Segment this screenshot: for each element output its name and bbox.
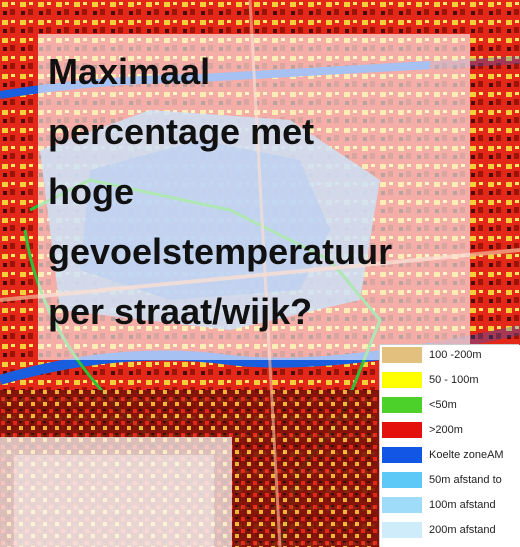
legend-swatch xyxy=(382,422,422,438)
legend-item: <50m xyxy=(380,395,520,415)
legend-label: >200m xyxy=(429,424,463,436)
legend: 100 -200m 50 - 100m <50m >200m Koelte zo… xyxy=(380,345,520,547)
fade-overlay-inner xyxy=(14,455,214,547)
fade-overlay xyxy=(0,437,232,547)
legend-swatch xyxy=(382,497,422,513)
legend-label: 50 - 100m xyxy=(429,374,479,386)
legend-swatch xyxy=(382,522,422,538)
title-line: Maximaal xyxy=(48,51,211,92)
legend-item: 100 -200m xyxy=(380,345,520,365)
legend-item: 50 - 100m xyxy=(380,370,520,390)
legend-label: Koelte zoneAM xyxy=(429,449,504,461)
legend-label: 100m afstand xyxy=(429,499,496,511)
title-overlay xyxy=(38,34,470,360)
legend-item: >200m xyxy=(380,420,520,440)
legend-item: Koelte zoneAM xyxy=(380,445,520,465)
legend-item: 50m afstand to xyxy=(380,470,520,490)
legend-label: 200m afstand xyxy=(429,524,496,536)
legend-label: 100 -200m xyxy=(429,349,482,361)
legend-label: 50m afstand to xyxy=(429,474,502,486)
legend-item: 100m afstand xyxy=(380,495,520,515)
title-line: gevoelstemperatuur xyxy=(48,231,393,272)
legend-swatch xyxy=(382,472,422,488)
title: Maximaal percentage met hoge gevoelstemp… xyxy=(48,42,468,342)
legend-swatch xyxy=(382,447,422,463)
legend-swatch xyxy=(382,347,422,363)
legend-label: <50m xyxy=(429,399,457,411)
title-line: percentage met xyxy=(48,111,315,152)
legend-item: 200m afstand xyxy=(380,520,520,540)
legend-swatch xyxy=(382,397,422,413)
title-line: per straat/wijk? xyxy=(48,291,313,332)
title-line: hoge xyxy=(48,171,134,212)
legend-swatch xyxy=(382,372,422,388)
